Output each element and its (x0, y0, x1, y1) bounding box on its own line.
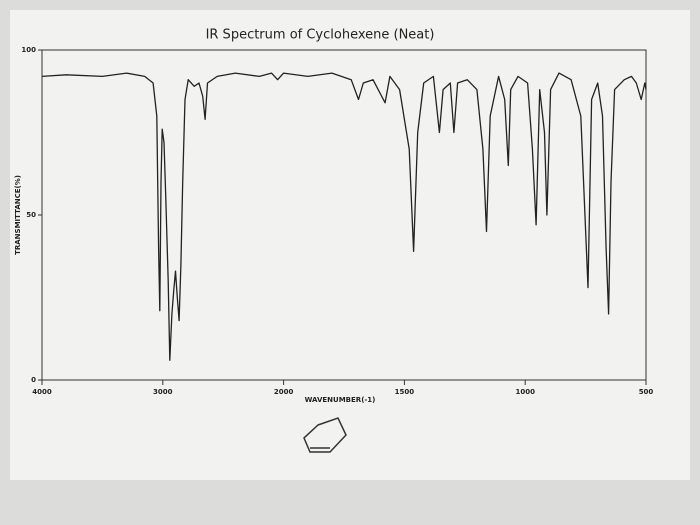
y-axis-label: TRANSMITTANCE(%) (14, 175, 22, 255)
x-tick-label: 3000 (153, 388, 173, 396)
x-tick-label: 1500 (395, 388, 415, 396)
x-tick-label: 4000 (32, 388, 52, 396)
y-tick-label: 0 (31, 376, 36, 384)
molecule (303, 417, 347, 453)
y-tick-label: 50 (26, 211, 36, 219)
x-tick-label: 500 (639, 388, 654, 396)
x-tick-label: 1000 (515, 388, 535, 396)
paper (10, 10, 690, 480)
chart-title: IR Spectrum of Cyclohexene (Neat) (206, 28, 435, 43)
y-tick-label: 100 (21, 46, 36, 54)
spectrum-line (41, 72, 647, 361)
x-axis-label: WAVENUMBER(-1) (305, 396, 376, 404)
x-tick-label: 2000 (274, 388, 294, 396)
